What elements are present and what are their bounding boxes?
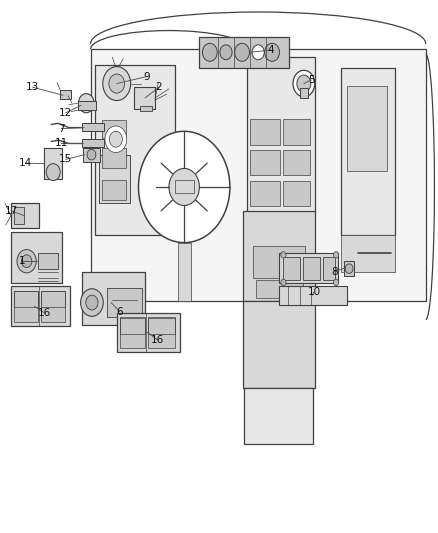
Bar bbox=[341, 235, 395, 272]
Circle shape bbox=[202, 43, 217, 61]
Bar bbox=[283, 181, 311, 206]
Bar bbox=[175, 180, 194, 193]
Circle shape bbox=[103, 67, 131, 101]
Circle shape bbox=[281, 252, 286, 258]
Bar bbox=[279, 286, 346, 305]
Bar bbox=[148, 318, 176, 334]
Bar bbox=[102, 119, 126, 138]
Bar bbox=[107, 288, 141, 317]
Bar bbox=[83, 148, 100, 161]
Bar bbox=[283, 119, 311, 144]
Bar bbox=[11, 231, 62, 284]
Text: 7: 7 bbox=[58, 124, 65, 134]
Text: 16: 16 bbox=[151, 335, 164, 345]
Text: 11: 11 bbox=[55, 139, 68, 149]
Bar bbox=[120, 318, 145, 334]
Bar bbox=[244, 389, 313, 444]
Circle shape bbox=[265, 43, 279, 61]
Circle shape bbox=[46, 164, 60, 181]
Circle shape bbox=[252, 45, 264, 60]
Circle shape bbox=[78, 94, 94, 113]
Bar bbox=[60, 90, 71, 100]
Circle shape bbox=[17, 249, 36, 273]
Circle shape bbox=[21, 255, 32, 268]
Circle shape bbox=[105, 126, 127, 152]
Circle shape bbox=[333, 252, 339, 258]
Text: 15: 15 bbox=[59, 155, 72, 164]
Text: 16: 16 bbox=[37, 308, 51, 318]
Circle shape bbox=[333, 279, 339, 286]
Bar bbox=[117, 313, 180, 352]
Bar bbox=[78, 101, 96, 110]
Text: 13: 13 bbox=[26, 82, 39, 92]
Bar bbox=[243, 211, 315, 301]
Bar bbox=[148, 317, 176, 348]
Bar bbox=[82, 139, 104, 147]
Bar bbox=[199, 37, 289, 68]
Circle shape bbox=[87, 149, 96, 160]
Bar bbox=[243, 301, 315, 389]
Circle shape bbox=[169, 168, 199, 206]
Bar bbox=[251, 181, 280, 206]
Bar bbox=[99, 155, 130, 203]
Bar bbox=[253, 246, 305, 278]
Bar bbox=[82, 272, 145, 325]
Text: 17: 17 bbox=[4, 206, 18, 216]
Bar bbox=[283, 150, 311, 175]
Circle shape bbox=[138, 131, 230, 243]
Bar bbox=[11, 203, 39, 228]
Circle shape bbox=[293, 70, 315, 97]
Bar bbox=[140, 106, 152, 111]
Bar bbox=[120, 317, 145, 348]
Bar bbox=[322, 257, 335, 280]
Bar bbox=[39, 253, 58, 269]
Text: 4: 4 bbox=[267, 45, 274, 55]
Bar bbox=[256, 280, 303, 298]
Polygon shape bbox=[91, 49, 426, 301]
Circle shape bbox=[297, 75, 311, 92]
Text: 10: 10 bbox=[307, 287, 321, 297]
Bar bbox=[14, 291, 39, 321]
Text: 6: 6 bbox=[117, 306, 123, 317]
Circle shape bbox=[220, 45, 232, 60]
Bar bbox=[251, 119, 280, 144]
Circle shape bbox=[345, 264, 353, 273]
Bar bbox=[95, 65, 176, 235]
Bar bbox=[279, 253, 338, 284]
Circle shape bbox=[235, 43, 250, 61]
Bar bbox=[283, 257, 300, 280]
Circle shape bbox=[81, 289, 103, 317]
Bar bbox=[42, 292, 65, 308]
Bar bbox=[247, 57, 315, 214]
Bar bbox=[178, 243, 191, 301]
Bar bbox=[102, 180, 126, 200]
Bar bbox=[341, 68, 395, 235]
Text: 2: 2 bbox=[155, 82, 162, 92]
Circle shape bbox=[109, 74, 124, 93]
Bar bbox=[99, 155, 130, 203]
Bar bbox=[44, 148, 62, 179]
Bar bbox=[344, 261, 354, 276]
Bar bbox=[251, 150, 280, 175]
Text: 8: 8 bbox=[331, 267, 338, 277]
Text: 14: 14 bbox=[19, 158, 32, 168]
Bar bbox=[42, 291, 65, 321]
Bar bbox=[82, 123, 104, 131]
Bar bbox=[102, 148, 126, 168]
Bar bbox=[14, 207, 25, 224]
Circle shape bbox=[281, 279, 286, 286]
Bar bbox=[14, 292, 39, 308]
Bar bbox=[11, 286, 70, 326]
Bar bbox=[300, 88, 308, 98]
Text: 12: 12 bbox=[59, 108, 72, 118]
Bar bbox=[303, 257, 320, 280]
Text: 5: 5 bbox=[308, 75, 314, 85]
Text: 1: 1 bbox=[19, 256, 25, 266]
Bar bbox=[134, 87, 155, 109]
Text: 9: 9 bbox=[143, 71, 150, 82]
Circle shape bbox=[86, 295, 98, 310]
Circle shape bbox=[110, 131, 122, 147]
Bar bbox=[347, 86, 387, 171]
